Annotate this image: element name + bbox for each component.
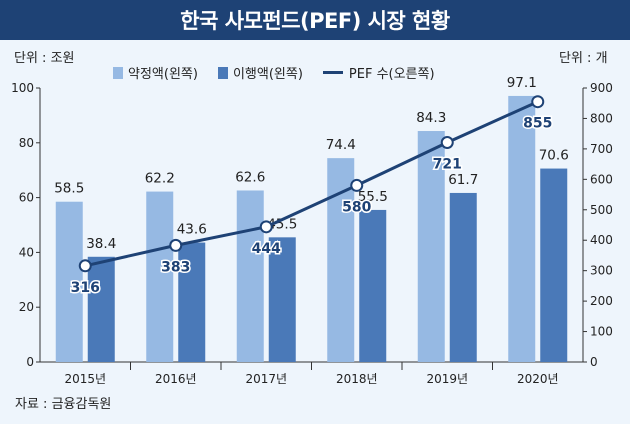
bar-committed xyxy=(146,191,174,362)
data-label-executed: 43.6 xyxy=(177,222,207,238)
bar-executed xyxy=(359,209,387,362)
x-axis-tick-label: 2015년 xyxy=(64,372,106,386)
legend: 약정액(왼쪽) 이행액(왼쪽) PEF 수(오른쪽) xyxy=(113,63,455,82)
bar-executed xyxy=(178,242,206,362)
source-note: 자료 : 금융감독원 xyxy=(15,397,112,412)
right-axis-tick-label: 800 xyxy=(590,111,613,125)
bar-committed xyxy=(417,131,445,362)
bar-executed xyxy=(540,168,568,362)
left-axis-tick-label: 0 xyxy=(26,355,34,369)
data-label-committed: 97.1 xyxy=(507,75,537,91)
chart-title-bar: 한국 사모펀드(PEF) 시장 현황 xyxy=(0,0,630,40)
legend-swatch-executed xyxy=(217,66,228,79)
bar-committed xyxy=(55,201,83,362)
pef-marker xyxy=(440,135,454,149)
bar-executed xyxy=(268,237,296,362)
data-label-executed: 38.4 xyxy=(86,236,116,252)
x-axis-tick-label: 2020년 xyxy=(517,372,559,386)
right-axis-tick-label: 100 xyxy=(590,325,613,339)
left-axis-tick-label: 100 xyxy=(11,81,34,95)
data-label-pef: 855 xyxy=(523,116,552,132)
right-axis-tick-label: 200 xyxy=(590,294,613,308)
x-axis-tick-label: 2017년 xyxy=(245,372,287,386)
data-label-pef: 383 xyxy=(161,259,190,275)
data-label-executed: 55.5 xyxy=(358,189,388,205)
bar-executed xyxy=(87,256,115,362)
pef-line xyxy=(84,100,539,268)
right-axis-tick-label: 400 xyxy=(590,233,613,247)
data-label-executed: 70.6 xyxy=(539,148,569,164)
right-axis-tick-label: 300 xyxy=(590,264,613,278)
right-axis-unit: 단위 : 개 xyxy=(559,51,608,66)
data-label-committed: 74.4 xyxy=(326,137,356,153)
data-label-committed: 84.3 xyxy=(416,110,446,126)
data-label-executed: 45.5 xyxy=(267,216,297,232)
chart-title: 한국 사모펀드(PEF) 시장 현황 xyxy=(180,9,450,33)
left-axis-unit: 단위 : 조원 xyxy=(14,51,75,66)
data-label-committed: 62.2 xyxy=(145,171,175,187)
left-axis-tick-label: 60 xyxy=(19,191,34,205)
pef-marker xyxy=(78,259,92,273)
data-label-pef: 721 xyxy=(433,156,462,172)
pef-marker xyxy=(259,220,273,234)
legend-swatch-pef xyxy=(322,71,343,74)
legend-label-committed: 약정액(왼쪽) xyxy=(128,67,198,82)
pef-marker xyxy=(531,95,545,109)
x-axis-tick-label: 2019년 xyxy=(426,372,468,386)
legend-swatch-committed xyxy=(113,66,123,79)
bar-executed xyxy=(449,192,477,362)
data-label-executed: 61.7 xyxy=(448,172,478,188)
pef-marker xyxy=(350,178,364,192)
left-axis-tick-label: 40 xyxy=(19,245,34,259)
left-axis-tick-label: 20 xyxy=(19,300,34,314)
data-label-pef: 316 xyxy=(71,280,100,296)
legend-item-executed: 이행액(왼쪽) xyxy=(217,63,303,82)
legend-item-pef: PEF 수(오른쪽) xyxy=(322,63,435,82)
data-label-pef: 444 xyxy=(252,241,281,257)
data-label-committed: 58.5 xyxy=(54,181,84,197)
legend-item-committed: 약정액(왼쪽) xyxy=(113,63,198,82)
data-label-pef: 580 xyxy=(342,199,371,215)
x-axis-tick-label: 2016년 xyxy=(155,372,197,386)
data-label-committed: 62.6 xyxy=(235,169,265,185)
right-axis-tick-label: 500 xyxy=(590,203,613,217)
legend-label-executed: 이행액(왼쪽) xyxy=(232,67,303,82)
x-axis-tick-label: 2018년 xyxy=(336,372,378,386)
left-axis-tick-label: 80 xyxy=(19,136,34,150)
right-axis-tick-label: 900 xyxy=(590,81,613,95)
pef-marker xyxy=(169,238,183,252)
right-axis-tick-label: 600 xyxy=(590,172,613,186)
right-axis-tick-label: 700 xyxy=(590,142,613,156)
legend-label-pef: PEF 수(오른쪽) xyxy=(348,67,435,82)
bar-committed xyxy=(508,95,536,363)
bar-committed xyxy=(236,190,264,362)
right-axis-tick-label: 0 xyxy=(590,355,598,369)
